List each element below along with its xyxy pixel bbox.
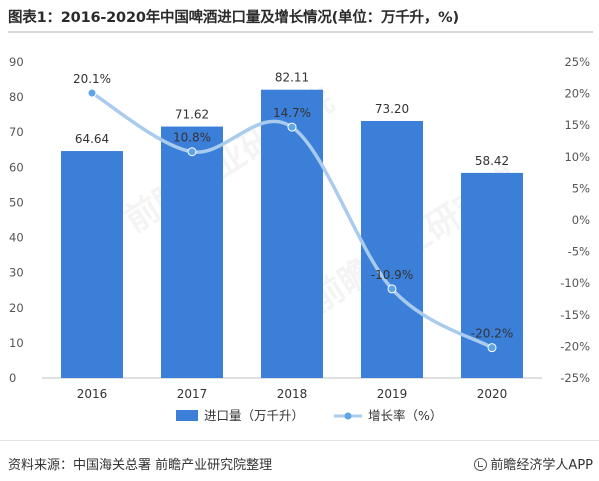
left-axis-tick-label: 50 — [9, 195, 24, 209]
right-axis-tick-label: -15% — [560, 308, 590, 322]
x-axis-tick-label: 2019 — [377, 387, 408, 401]
brand-text: 前瞻经济学人APP — [490, 458, 593, 473]
left-axis-tick-label: 40 — [9, 231, 24, 245]
right-axis-tick-label: 15% — [564, 118, 590, 132]
growth-rate-label: 14.7% — [273, 106, 311, 120]
bar-value-label: 58.42 — [475, 154, 509, 168]
right-axis-tick-label: 20% — [564, 87, 590, 101]
growth-rate-point — [487, 343, 497, 353]
growth-rate-points — [87, 88, 497, 353]
right-axis-tick-label: 0% — [572, 213, 590, 227]
right-axis-tick-label: 25% — [564, 55, 590, 69]
right-axis-tick-label: -20% — [560, 339, 590, 353]
growth-rate-point — [87, 88, 97, 98]
x-axis-tick-label: 2018 — [277, 387, 308, 401]
bar-value-label: 71.62 — [175, 108, 209, 122]
left-axis-tick-label: 30 — [9, 266, 24, 280]
right-axis-tick-label: 5% — [572, 181, 590, 195]
growth-rate-label: 10.8% — [173, 131, 211, 145]
legend-bar-swatch — [176, 410, 198, 421]
growth-rate-labels: 20.1% 10.8% 14.7% -10.9% -20.2% — [73, 72, 513, 341]
left-axis-tick-label: 20 — [9, 301, 24, 315]
left-axis-tick-label: 80 — [9, 90, 24, 104]
bar — [261, 89, 323, 378]
right-axis-ticks: -25% -20% -15% -10% -5% 0% 5% 10% 15% 20% 25% — [560, 55, 590, 385]
left-axis-tick-label: 60 — [9, 160, 24, 174]
x-axis-tick-label: 2020 — [477, 387, 508, 401]
brand-logo-icon — [474, 458, 488, 471]
growth-rate-point — [187, 147, 197, 157]
right-axis-tick-label: 10% — [564, 150, 590, 164]
legend-bar-label: 进口量（万千升） — [204, 408, 304, 423]
legend: 进口量（万千升） 增长率（%） — [176, 408, 442, 423]
growth-rate-point — [287, 122, 297, 132]
growth-rate-label: 20.1% — [73, 72, 111, 86]
left-axis-tick-label: 70 — [9, 125, 24, 139]
chart-title: 图表1：2016-2020年中国啤酒进口量及增长情况(单位：万千升，%) — [8, 10, 459, 26]
legend-line-marker — [344, 412, 352, 420]
growth-rate-label: -20.2% — [471, 327, 513, 341]
bar — [161, 126, 223, 378]
right-axis-tick-label: -10% — [560, 276, 590, 290]
left-axis-tick-label: 10 — [9, 336, 24, 350]
growth-rate-label: -10.9% — [371, 268, 413, 282]
footer: 资料来源：中国海关总署 前瞻产业研究院整理 前瞻经济学人APP — [0, 440, 599, 481]
bar-value-label: 64.64 — [75, 132, 109, 146]
bar-value-label: 73.20 — [375, 102, 409, 116]
brand-credit: 前瞻经济学人APP — [474, 454, 593, 473]
bar-value-label: 82.11 — [275, 71, 309, 85]
left-axis-tick-label: 90 — [9, 55, 24, 69]
x-axis-tick-label: 2017 — [177, 387, 208, 401]
right-axis-tick-label: -25% — [560, 371, 590, 385]
x-axis-tick-label: 2016 — [77, 387, 108, 401]
legend-line-label: 增长率（%） — [368, 408, 442, 423]
growth-rate-point — [387, 284, 397, 294]
title-divider — [8, 31, 593, 33]
bar-value-labels: 64.64 71.62 82.11 73.20 58.42 — [75, 71, 509, 168]
bar — [361, 120, 423, 378]
right-axis-tick-label: -5% — [568, 245, 590, 259]
left-axis-ticks: 0 10 20 30 40 50 60 70 80 90 — [9, 55, 24, 385]
left-axis-tick-label: 0 — [9, 371, 16, 385]
bar — [61, 151, 123, 378]
source-note: 资料来源：中国海关总署 前瞻产业研究院整理 — [8, 458, 273, 473]
x-axis-labels: 2016 2017 2018 2019 2020 — [77, 387, 508, 401]
